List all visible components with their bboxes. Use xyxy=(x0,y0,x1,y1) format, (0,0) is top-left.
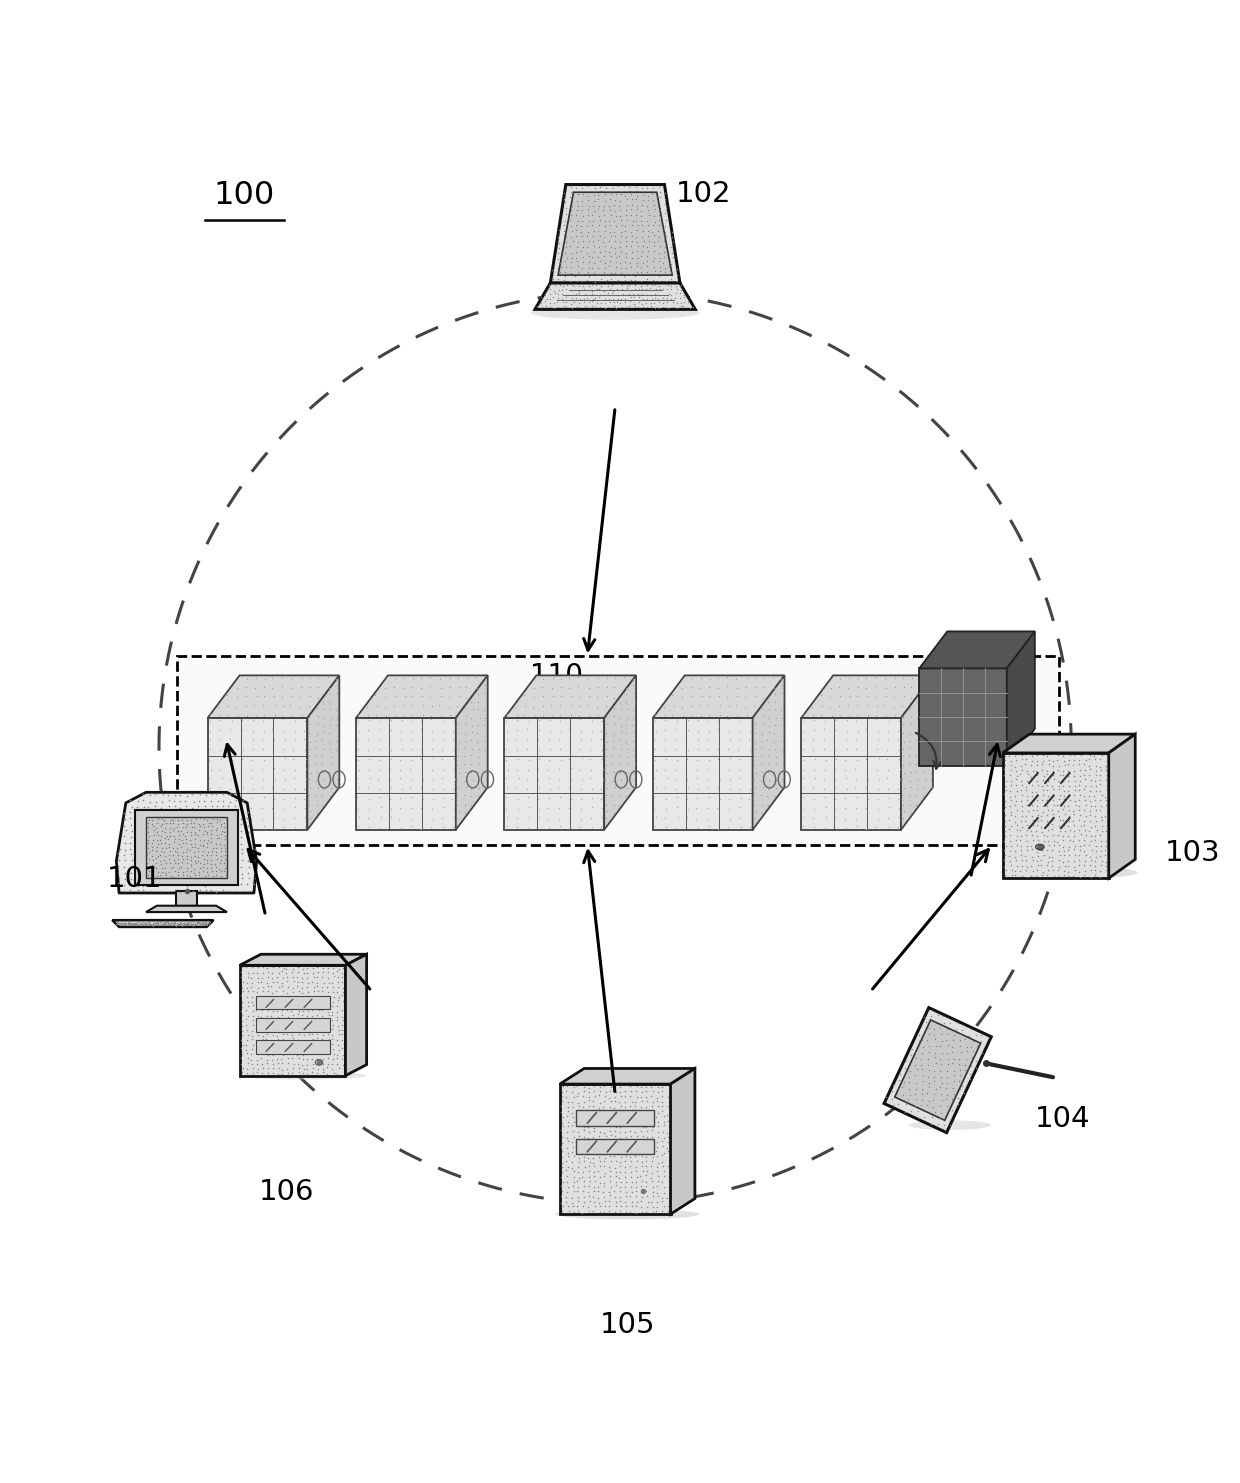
Polygon shape xyxy=(113,919,213,927)
Polygon shape xyxy=(255,1019,330,1032)
Polygon shape xyxy=(207,718,308,830)
Polygon shape xyxy=(1003,734,1136,753)
Text: 102: 102 xyxy=(676,179,732,208)
Polygon shape xyxy=(652,718,753,830)
Polygon shape xyxy=(239,965,346,1075)
Polygon shape xyxy=(753,675,785,830)
Polygon shape xyxy=(346,954,367,1075)
Polygon shape xyxy=(176,891,197,906)
Polygon shape xyxy=(901,675,932,830)
Polygon shape xyxy=(135,810,238,884)
Polygon shape xyxy=(1007,632,1035,765)
Text: 101: 101 xyxy=(107,865,162,893)
Polygon shape xyxy=(919,632,1035,669)
Polygon shape xyxy=(505,675,636,718)
Text: 103: 103 xyxy=(1166,839,1221,868)
Ellipse shape xyxy=(239,1072,367,1080)
Polygon shape xyxy=(255,1041,330,1053)
Polygon shape xyxy=(239,954,367,965)
Text: 110: 110 xyxy=(529,663,583,691)
Ellipse shape xyxy=(909,1120,991,1130)
Polygon shape xyxy=(919,669,1007,765)
Polygon shape xyxy=(884,1007,991,1133)
Polygon shape xyxy=(146,817,227,878)
FancyBboxPatch shape xyxy=(177,657,1059,845)
Polygon shape xyxy=(559,1084,671,1215)
Polygon shape xyxy=(558,193,672,274)
Polygon shape xyxy=(308,675,340,830)
Ellipse shape xyxy=(1001,866,1138,879)
Ellipse shape xyxy=(556,1209,699,1219)
Polygon shape xyxy=(456,675,487,830)
Text: 104: 104 xyxy=(1035,1105,1090,1133)
Polygon shape xyxy=(146,906,227,912)
Ellipse shape xyxy=(531,305,699,320)
Polygon shape xyxy=(652,675,785,718)
Polygon shape xyxy=(117,792,257,893)
Text: 105: 105 xyxy=(600,1311,655,1339)
Polygon shape xyxy=(577,1111,653,1126)
Polygon shape xyxy=(559,1068,694,1084)
Polygon shape xyxy=(801,675,932,718)
Polygon shape xyxy=(534,283,696,310)
Polygon shape xyxy=(207,675,340,718)
Text: 106: 106 xyxy=(259,1178,314,1206)
Polygon shape xyxy=(671,1068,694,1215)
Polygon shape xyxy=(356,718,456,830)
Polygon shape xyxy=(505,718,604,830)
Polygon shape xyxy=(1003,753,1109,878)
Polygon shape xyxy=(1109,734,1136,878)
Text: 100: 100 xyxy=(213,179,275,211)
Polygon shape xyxy=(604,675,636,830)
Polygon shape xyxy=(255,997,330,1010)
Polygon shape xyxy=(551,184,680,283)
Polygon shape xyxy=(895,1020,981,1120)
Polygon shape xyxy=(801,718,901,830)
Polygon shape xyxy=(577,1139,653,1154)
Polygon shape xyxy=(356,675,487,718)
